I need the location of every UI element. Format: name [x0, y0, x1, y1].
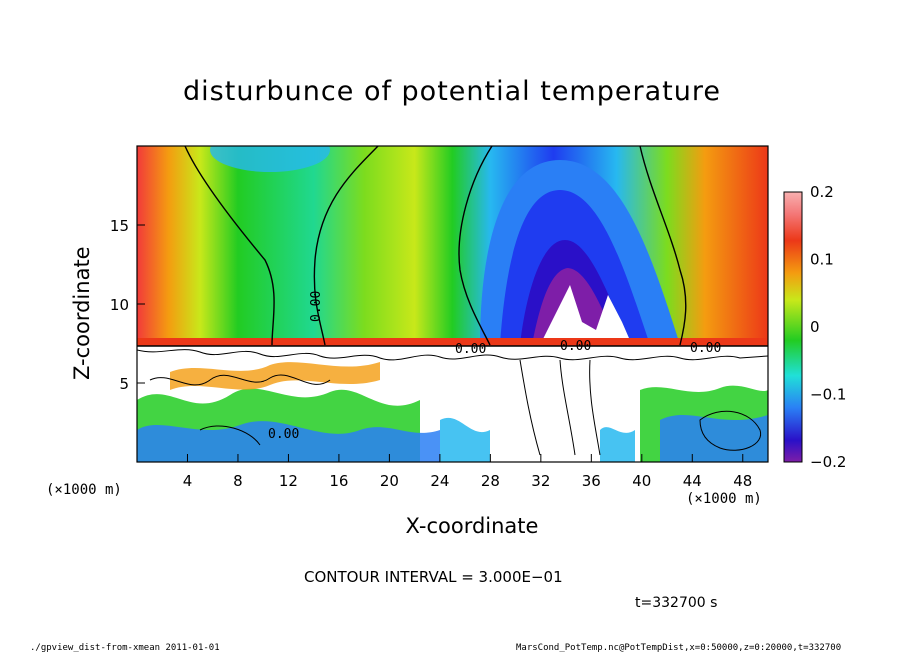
zero-contour-right-b — [639, 146, 687, 346]
colorbar-labels: 0.2 0.1 0 −0.1 −0.2 — [810, 183, 846, 471]
footer-data-source: MarsCond_PotTemp.nc@PotTempDist,x=0:5000… — [516, 643, 842, 653]
y-axis-ticks: 5 10 15 — [110, 217, 145, 393]
x-tick-label: 16 — [329, 472, 348, 490]
zero-contour-mid — [313, 146, 379, 346]
x-tick-label: 44 — [683, 472, 702, 490]
colorbar-tick-label: −0.1 — [810, 386, 846, 404]
colorbar-tick-label: 0 — [810, 318, 820, 336]
zero-contour-right-a — [458, 146, 493, 346]
x-axis-ticks: 4 8 12 16 20 24 28 32 36 40 44 48 — [183, 454, 752, 490]
y-tick-label: 5 — [119, 375, 129, 393]
time-label: t=332700 s — [635, 595, 718, 611]
x-tick-label: 40 — [632, 472, 651, 490]
contour-label: 0.00 — [560, 339, 591, 354]
inversion-band — [137, 338, 768, 346]
x-tick-label: 12 — [279, 472, 298, 490]
cold-plume-peaks — [540, 285, 632, 345]
y-axis-label: Z-coordinate — [70, 246, 94, 380]
contour-label: 0.00 — [268, 427, 299, 442]
x-tick-label: 48 — [733, 472, 752, 490]
chart-title: disturbunce of potential temperature — [183, 76, 721, 107]
x-tick-label: 4 — [183, 472, 193, 490]
x-unit-label-right: (×1000 m) — [686, 491, 762, 507]
x-tick-label: 32 — [531, 472, 550, 490]
x-axis-label: X-coordinate — [405, 514, 539, 538]
colorbar-tick-label: 0.1 — [810, 251, 834, 269]
contour-label: 0.00 — [309, 291, 324, 322]
contour-labels: 0.00 0.00 0.00 0.00 0.00 — [268, 291, 721, 442]
y-tick-label: 10 — [110, 296, 129, 314]
x-tick-label: 8 — [233, 472, 243, 490]
colorbar — [783, 191, 803, 463]
x-unit-label-left: (×1000 m) — [46, 482, 122, 498]
contour-label: 0.00 — [690, 341, 721, 356]
x-tick-label: 24 — [430, 472, 449, 490]
x-tick-label: 28 — [481, 472, 500, 490]
upper-cold-region — [210, 146, 330, 172]
colorbar-tick-label: 0.2 — [810, 183, 834, 201]
colorbar-tick-label: −0.2 — [810, 453, 846, 471]
contour-label: 0.00 — [455, 342, 486, 357]
heatmap-field — [137, 146, 768, 462]
footer-script-info: ./gpview_dist-from-xmean 2011-01-01 — [30, 643, 220, 653]
y-tick-label: 15 — [110, 217, 129, 235]
x-tick-label: 36 — [582, 472, 601, 490]
zero-contour-left — [184, 146, 275, 346]
x-tick-label: 20 — [380, 472, 399, 490]
contour-interval-label: CONTOUR INTERVAL = 3.000E−01 — [304, 568, 563, 586]
